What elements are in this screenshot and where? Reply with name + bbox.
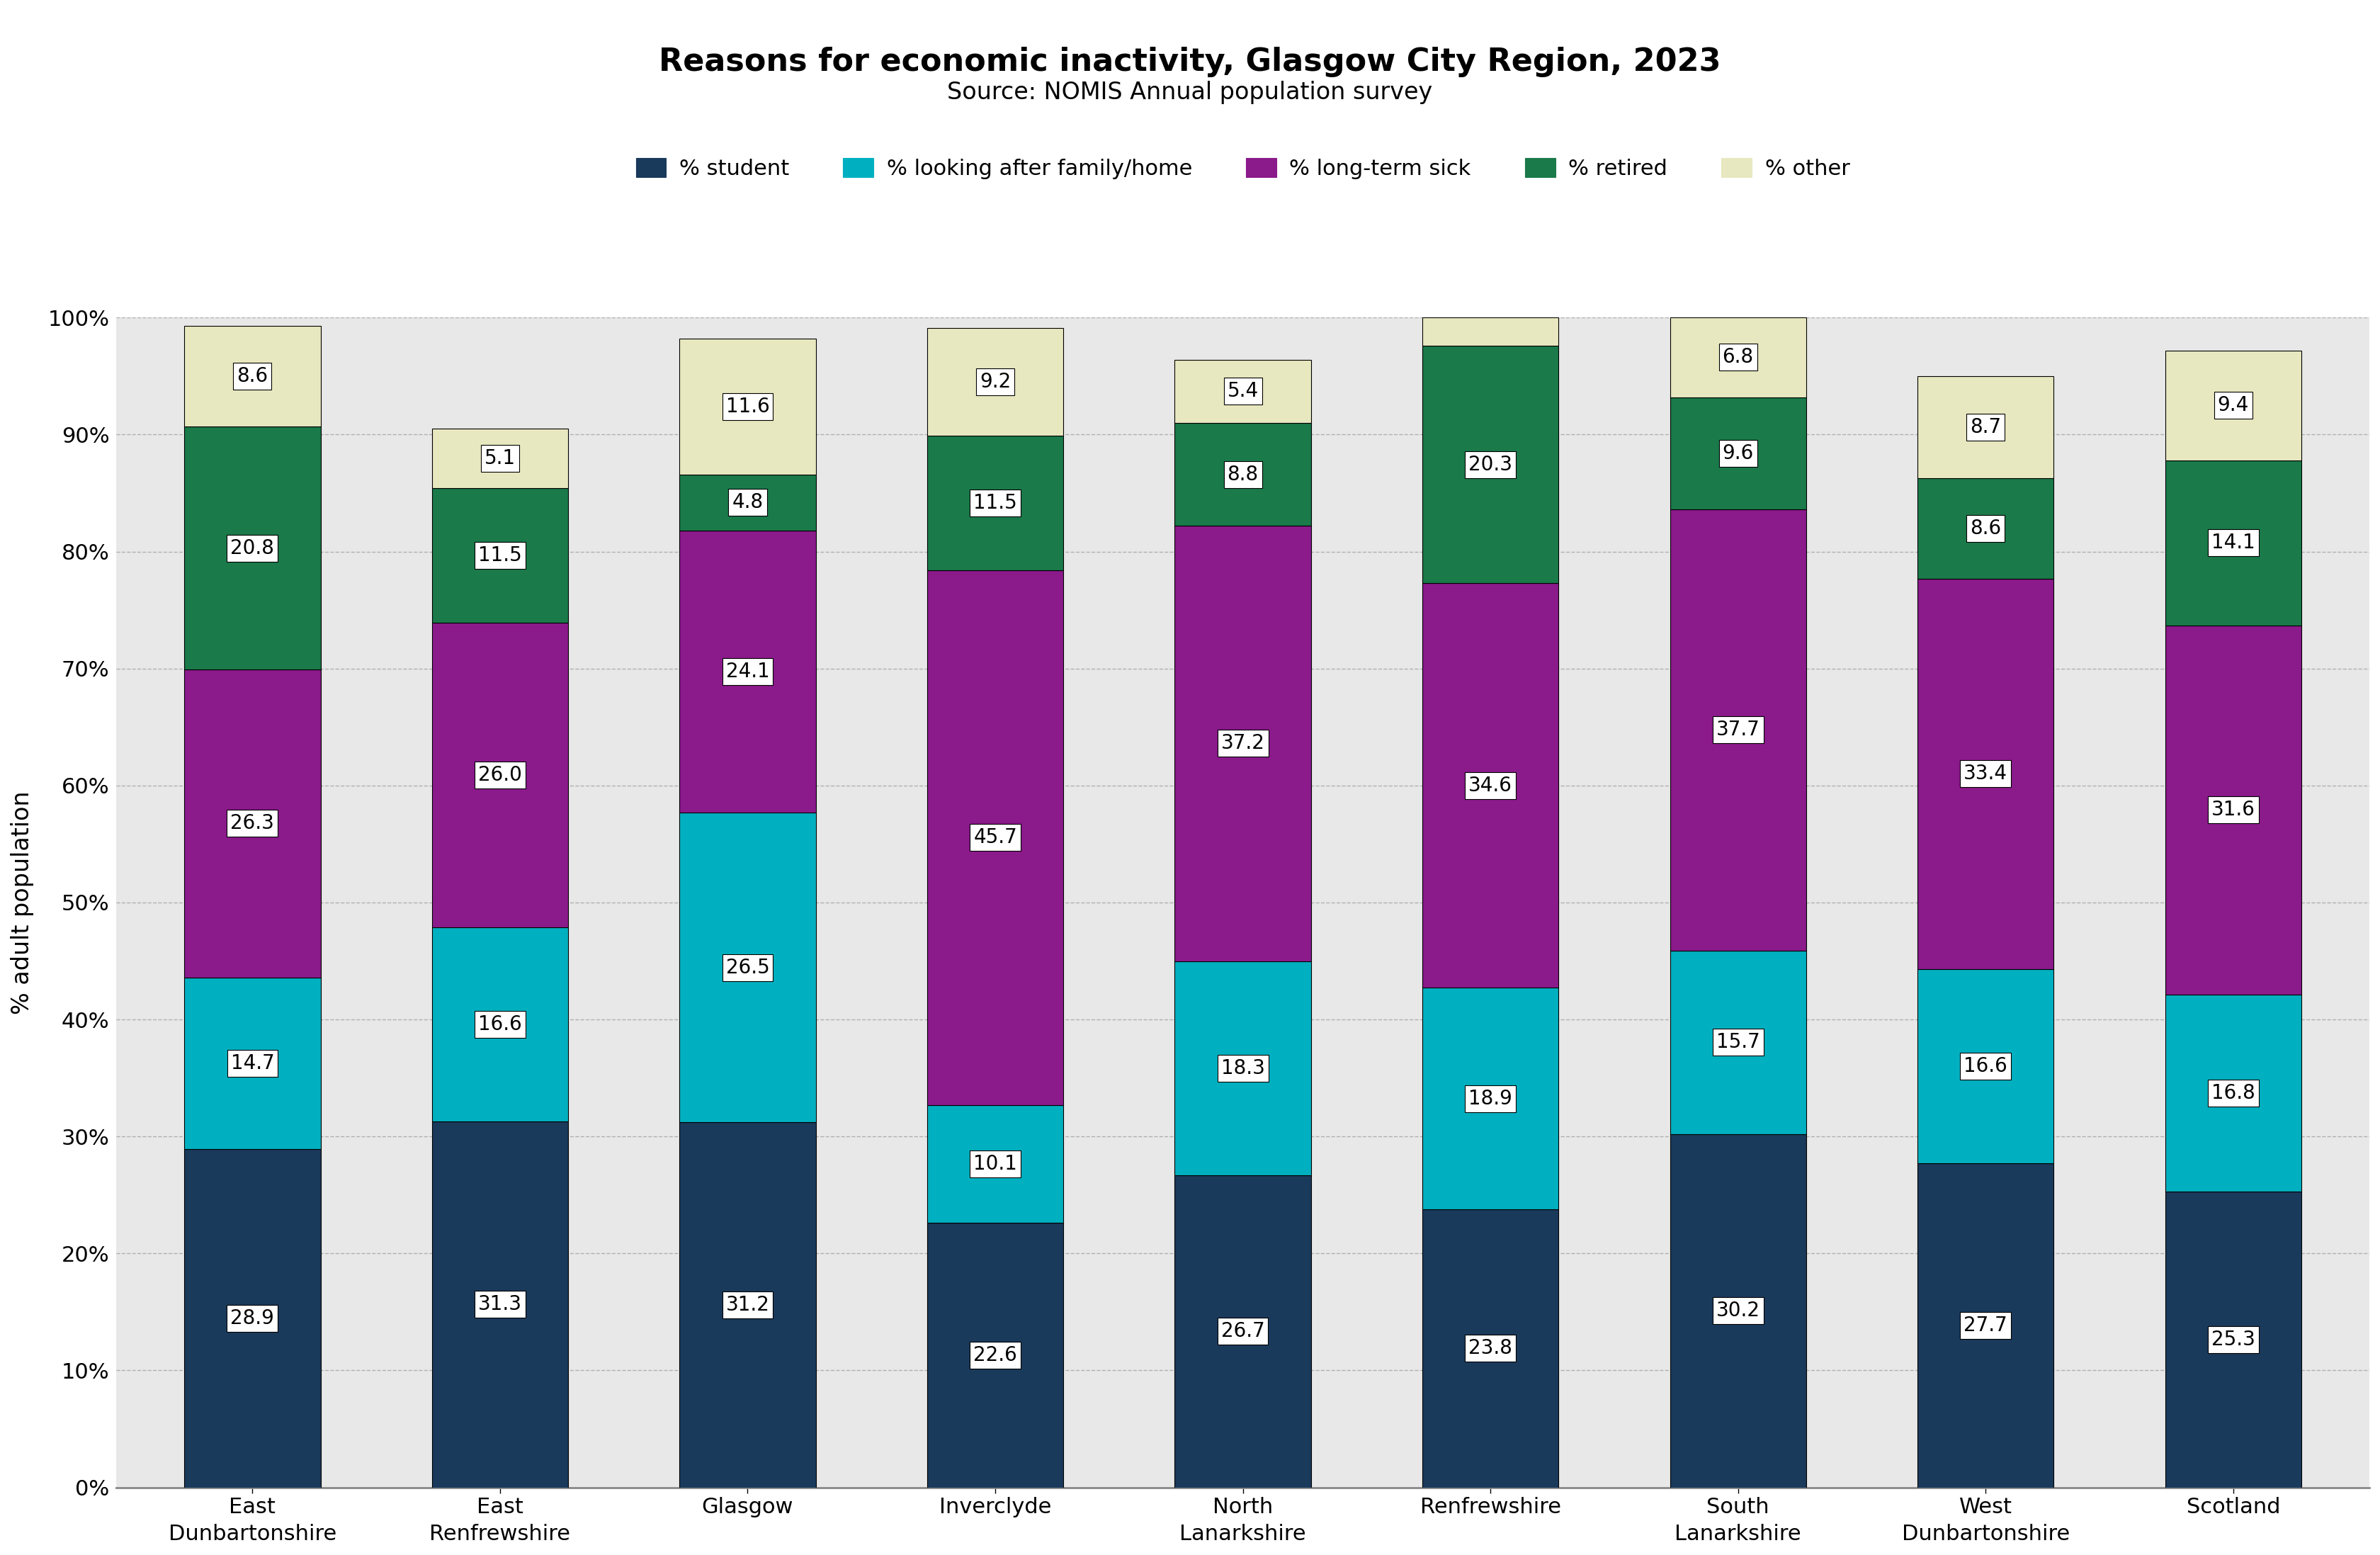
Text: 5.4: 5.4 [1228, 381, 1259, 401]
Bar [1423, 345, 1559, 583]
Text: 16.8: 16.8 [2211, 1084, 2256, 1102]
Bar [681, 474, 816, 530]
Text: 8.8: 8.8 [1228, 465, 1259, 484]
Text: Reasons for economic inactivity, Glasgow City Region, 2023: Reasons for economic inactivity, Glasgow… [659, 47, 1721, 78]
Text: 20.8: 20.8 [231, 538, 274, 558]
Bar [681, 812, 816, 1123]
Text: 20.3: 20.3 [1468, 454, 1511, 474]
Bar [1918, 477, 2054, 578]
Text: 8.6: 8.6 [1971, 518, 2002, 538]
Bar [1918, 376, 2054, 477]
Text: 10.1: 10.1 [973, 1154, 1016, 1174]
Bar [1176, 1176, 1311, 1488]
Text: 11.5: 11.5 [973, 493, 1016, 513]
Bar [1423, 583, 1559, 987]
Text: 27.7: 27.7 [1964, 1316, 2006, 1336]
Bar [1671, 950, 1806, 1134]
Text: 37.2: 37.2 [1221, 734, 1264, 753]
Text: 25.3: 25.3 [2211, 1330, 2256, 1350]
Text: 31.2: 31.2 [726, 1295, 769, 1316]
Text: 26.5: 26.5 [726, 958, 769, 978]
Text: 33.4: 33.4 [1964, 764, 2009, 784]
Text: 22.6: 22.6 [973, 1345, 1016, 1365]
Bar [431, 488, 569, 624]
Bar [1671, 317, 1806, 397]
Bar [183, 978, 321, 1149]
Bar [2166, 995, 2301, 1191]
Text: 11.6: 11.6 [726, 397, 769, 417]
Bar [928, 1224, 1064, 1488]
Text: 14.7: 14.7 [231, 1053, 274, 1073]
Bar [1918, 578, 2054, 969]
Bar [1918, 1163, 2054, 1488]
Bar [431, 927, 569, 1121]
Bar [2166, 460, 2301, 625]
Bar [1176, 526, 1311, 961]
Text: 14.1: 14.1 [2211, 533, 2256, 552]
Text: 26.7: 26.7 [1221, 1322, 1264, 1340]
Y-axis label: % adult population: % adult population [10, 790, 33, 1014]
Text: 26.3: 26.3 [231, 813, 274, 833]
Bar [928, 435, 1064, 571]
Bar [1918, 969, 2054, 1163]
Text: 5.1: 5.1 [486, 448, 516, 468]
Bar [183, 1149, 321, 1488]
Text: 9.2: 9.2 [981, 372, 1012, 392]
Bar [928, 1106, 1064, 1224]
Text: Source: NOMIS Annual population survey: Source: NOMIS Annual population survey [947, 81, 1433, 104]
Text: 18.9: 18.9 [1468, 1088, 1511, 1109]
Text: 31.3: 31.3 [478, 1294, 521, 1314]
Text: 4.8: 4.8 [733, 493, 764, 512]
Bar [1671, 397, 1806, 510]
Text: 28.9: 28.9 [231, 1308, 274, 1328]
Text: 16.6: 16.6 [1964, 1056, 2006, 1076]
Text: 8.6: 8.6 [238, 365, 269, 386]
Text: 31.6: 31.6 [2211, 801, 2256, 819]
Bar [1176, 961, 1311, 1176]
Text: 18.3: 18.3 [1221, 1057, 1264, 1078]
Bar [1423, 1208, 1559, 1488]
Text: 34.6: 34.6 [1468, 776, 1511, 796]
Bar [1671, 510, 1806, 950]
Bar [431, 429, 569, 488]
Text: 30.2: 30.2 [1716, 1302, 1759, 1320]
Bar [1423, 987, 1559, 1208]
Bar [183, 325, 321, 426]
Bar [2166, 1191, 2301, 1488]
Text: 24.1: 24.1 [726, 661, 769, 681]
Text: 6.8: 6.8 [1723, 347, 1754, 367]
Text: 8.7: 8.7 [1971, 417, 2002, 437]
Bar [1671, 1134, 1806, 1488]
Text: 15.7: 15.7 [1716, 1033, 1759, 1053]
Bar [681, 530, 816, 812]
Legend: % student, % looking after family/home, % long-term sick, % retired, % other: % student, % looking after family/home, … [626, 148, 1861, 190]
Text: 9.4: 9.4 [2218, 395, 2249, 415]
Bar [431, 1121, 569, 1488]
Text: 45.7: 45.7 [973, 827, 1016, 847]
Bar [681, 339, 816, 474]
Text: 26.0: 26.0 [478, 765, 521, 785]
Bar [2166, 350, 2301, 460]
Bar [431, 624, 569, 927]
Bar [1176, 423, 1311, 526]
Bar [1176, 359, 1311, 423]
Bar [183, 426, 321, 670]
Bar [681, 1123, 816, 1488]
Bar [1423, 317, 1559, 345]
Bar [183, 670, 321, 978]
Text: 23.8: 23.8 [1468, 1339, 1511, 1358]
Text: 9.6: 9.6 [1723, 443, 1754, 463]
Bar [928, 328, 1064, 435]
Text: 11.5: 11.5 [478, 546, 521, 566]
Bar [928, 571, 1064, 1106]
Text: 37.7: 37.7 [1716, 720, 1759, 740]
Text: 16.6: 16.6 [478, 1014, 521, 1034]
Bar [2166, 625, 2301, 995]
